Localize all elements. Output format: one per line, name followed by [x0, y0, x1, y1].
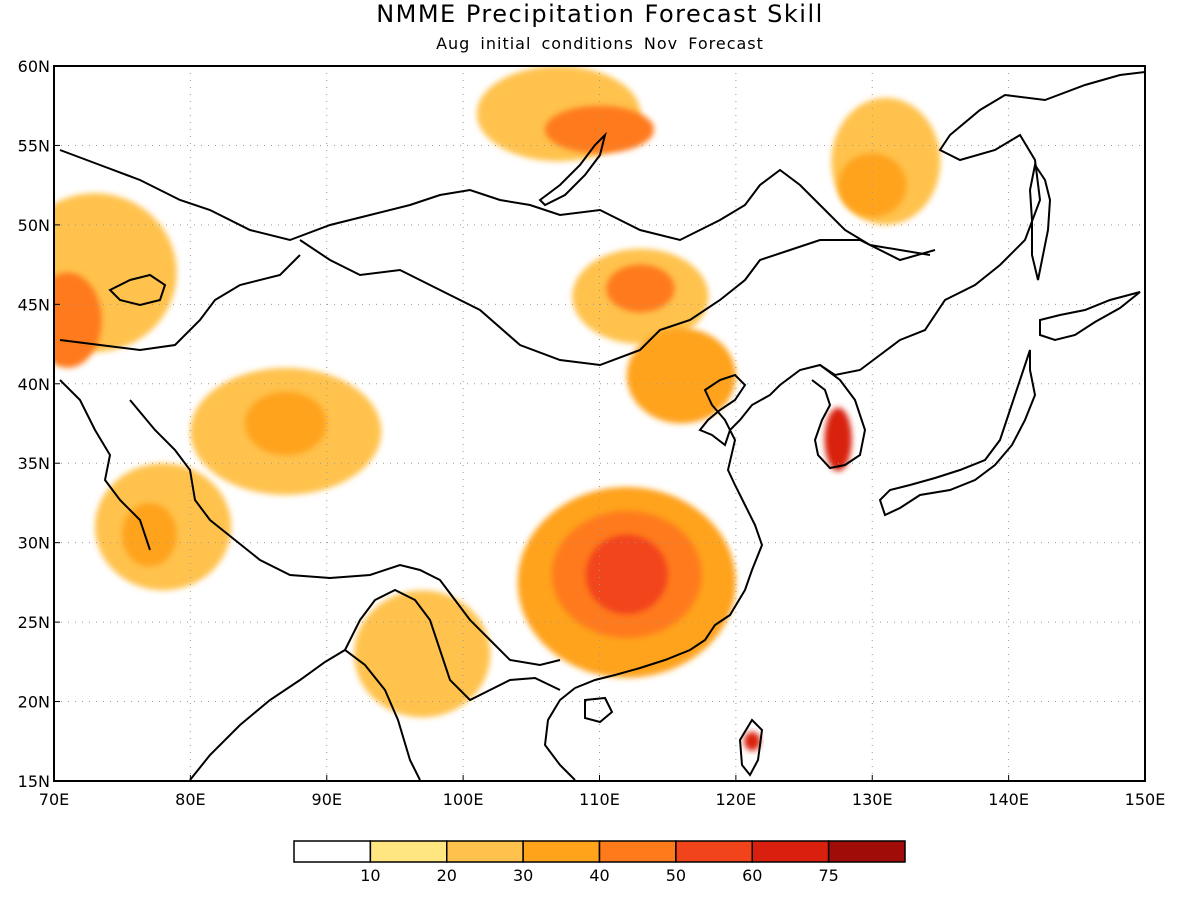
lon-tick-label: 140E — [988, 790, 1029, 809]
legend-color-box — [598, 840, 677, 863]
lon-tick-label: 100E — [443, 790, 484, 809]
skill-shading-layer — [54, 66, 941, 751]
map-subtitle: Aug initial conditions Nov Forecast — [436, 34, 764, 53]
coastline-korea — [811, 364, 867, 470]
color-legend: 10 20 30 40 50 60 75 — [293, 840, 906, 885]
lat-tick-label: 15N — [18, 772, 50, 791]
caspian-aral-lake — [108, 273, 167, 307]
legend-label: 10 — [360, 866, 380, 885]
legend-color-box — [675, 840, 753, 863]
map-title: NMME Precipitation Forecast Skill — [376, 0, 824, 28]
border-india-pakistan — [59, 379, 151, 551]
skill-region-mongolia-core — [606, 264, 675, 313]
coastline-sakhalin — [1028, 162, 1052, 281]
border-myanmar — [344, 588, 561, 702]
coastline-taiwan — [738, 718, 764, 777]
lat-tick-label: 55N — [18, 136, 50, 155]
lat-tick-label: 30N — [18, 534, 50, 553]
lat-tick-label: 25N — [18, 613, 50, 632]
china-border-mongolia — [299, 239, 936, 367]
coastline-layer — [59, 71, 1145, 781]
lon-tick-label: 130E — [852, 790, 893, 809]
legend-label: 20 — [437, 866, 457, 885]
legend-color-box — [293, 840, 372, 863]
lat-tick-label: 60N — [18, 57, 50, 76]
lon-tick-label: 110E — [579, 790, 620, 809]
legend-color-box — [446, 840, 524, 863]
skill-region-south-china-core — [585, 534, 668, 615]
china-border-west — [129, 399, 561, 667]
legend-label: 60 — [742, 866, 762, 885]
lon-tick-label: 90E — [312, 790, 342, 809]
coastline-east-china — [574, 71, 1145, 689]
lat-tick-label: 35N — [18, 454, 50, 473]
lake-baikal — [538, 131, 607, 207]
legend-color-box — [827, 840, 906, 863]
border-central-asia — [59, 254, 301, 352]
coastline-indochina — [543, 687, 576, 781]
legend-color-box — [522, 840, 601, 863]
lat-tick-label: 20N — [18, 693, 50, 712]
legend-label: 40 — [589, 866, 609, 885]
axis-ticks: 70E 80E 90E 100E 110E 120E 130E 140E 150E 60N 55N 5… — [18, 57, 1166, 809]
lon-tick-label: 120E — [716, 790, 757, 809]
coastline-hokkaido — [1039, 291, 1141, 342]
lon-tick-label: 150E — [1125, 790, 1166, 809]
coastline-hainan — [584, 696, 614, 724]
lat-tick-label: 40N — [18, 375, 50, 394]
coastline-india-east — [189, 648, 421, 781]
legend-label: 30 — [513, 866, 533, 885]
skill-region-kazakhstan-core — [54, 272, 102, 368]
china-border-north — [59, 149, 931, 256]
legend-label: 50 — [666, 866, 686, 885]
skill-region-tibet-north-core — [244, 391, 327, 456]
legend-color-box — [369, 840, 448, 863]
skill-region-india-north-core — [122, 502, 177, 567]
lat-tick-label: 50N — [18, 216, 50, 235]
legend-color-box — [751, 840, 830, 863]
skill-region-korea — [824, 407, 852, 472]
lat-tick-label: 45N — [18, 295, 50, 314]
legend-label: 75 — [818, 866, 838, 885]
lon-tick-label: 70E — [39, 790, 69, 809]
skill-region-taiwan — [744, 731, 761, 751]
lon-tick-label: 80E — [175, 790, 205, 809]
coastline-japan-honshu — [878, 349, 1037, 517]
